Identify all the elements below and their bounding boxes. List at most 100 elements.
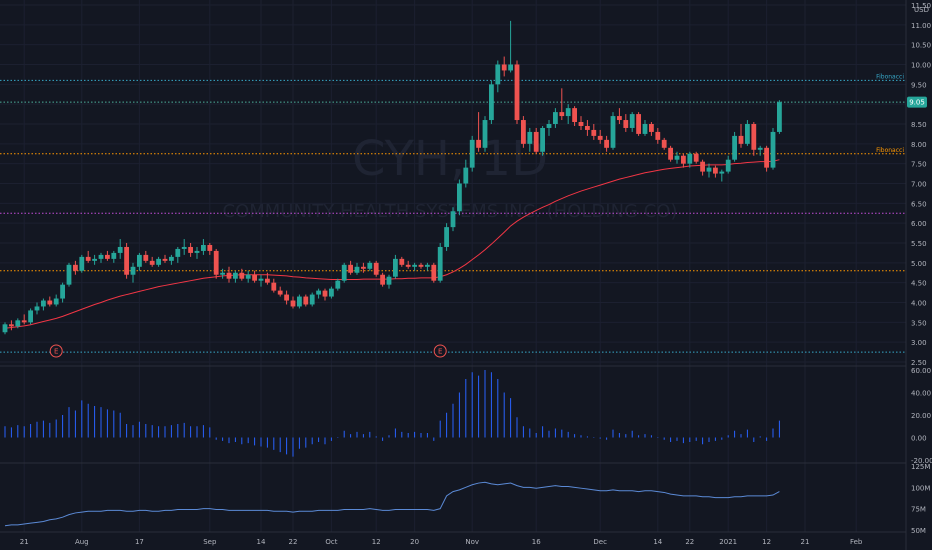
candle[interactable] <box>655 127 661 144</box>
candle[interactable] <box>764 145 769 172</box>
candle[interactable] <box>476 112 481 152</box>
candle[interactable] <box>418 262 424 269</box>
earnings-marker[interactable]: E <box>433 344 447 358</box>
candle[interactable] <box>245 270 251 283</box>
candle[interactable] <box>149 256 155 267</box>
candle[interactable] <box>41 298 46 311</box>
candle[interactable] <box>373 260 379 277</box>
candle[interactable] <box>514 60 520 124</box>
candle[interactable] <box>220 268 225 279</box>
candle[interactable] <box>437 243 443 283</box>
candle[interactable] <box>297 294 302 309</box>
candle[interactable] <box>322 288 328 301</box>
candle[interactable] <box>399 256 405 267</box>
candle[interactable] <box>725 155 731 174</box>
candle[interactable] <box>482 116 488 152</box>
candle[interactable] <box>169 254 174 265</box>
candle[interactable] <box>85 250 91 263</box>
candle[interactable] <box>316 288 321 299</box>
candle[interactable] <box>226 266 232 283</box>
candle[interactable] <box>527 127 533 152</box>
volume-axis[interactable]: 125M 100M 75M 50M <box>911 463 930 535</box>
candle[interactable] <box>719 169 725 182</box>
candle[interactable] <box>156 256 161 267</box>
candle[interactable] <box>693 151 699 164</box>
candle[interactable] <box>757 145 763 156</box>
candle[interactable] <box>98 252 104 263</box>
candle[interactable] <box>309 292 315 307</box>
candle[interactable] <box>21 314 27 325</box>
candle[interactable] <box>233 270 238 283</box>
candle[interactable] <box>303 294 309 307</box>
candle[interactable] <box>713 165 718 178</box>
candle[interactable] <box>143 250 149 263</box>
candle[interactable] <box>367 260 373 271</box>
candle[interactable] <box>578 116 584 130</box>
candle[interactable] <box>15 318 21 329</box>
candle[interactable] <box>617 108 622 124</box>
candle[interactable] <box>521 116 526 148</box>
oscillator-pane[interactable] <box>4 370 780 457</box>
candle[interactable] <box>559 88 565 121</box>
volume-pane[interactable] <box>4 481 780 527</box>
candle[interactable] <box>495 60 501 93</box>
candle[interactable] <box>252 270 257 283</box>
candle[interactable] <box>380 272 385 287</box>
candle[interactable] <box>277 286 283 297</box>
candle[interactable] <box>60 282 65 303</box>
candle[interactable] <box>9 320 14 331</box>
candle[interactable] <box>239 268 245 281</box>
candle[interactable] <box>661 137 667 150</box>
candle[interactable] <box>597 129 603 144</box>
candle[interactable] <box>738 124 744 148</box>
candle[interactable] <box>405 260 411 269</box>
candle[interactable] <box>66 262 72 287</box>
candle[interactable] <box>124 243 129 279</box>
candle[interactable] <box>463 159 469 188</box>
candle[interactable] <box>431 262 437 283</box>
candle[interactable] <box>572 106 577 126</box>
candle[interactable] <box>181 239 187 255</box>
price-axis[interactable]: USD 11.5011.0010.5010.009.509.008.508.00… <box>911 2 931 367</box>
candle[interactable] <box>565 104 571 124</box>
candle[interactable] <box>636 112 641 136</box>
candle[interactable] <box>469 135 475 172</box>
candle[interactable] <box>284 290 289 305</box>
candle[interactable] <box>105 250 110 261</box>
candle[interactable] <box>92 254 97 265</box>
candle[interactable] <box>489 80 494 124</box>
candle[interactable] <box>47 296 53 307</box>
candle[interactable] <box>34 302 40 315</box>
oscillator-axis[interactable]: 60.00 40.00 20.00 0.00 -20.00 <box>911 367 932 465</box>
candle[interactable] <box>290 296 296 309</box>
candle[interactable] <box>28 308 33 325</box>
candle[interactable] <box>591 124 597 140</box>
candle[interactable] <box>258 274 264 287</box>
candle[interactable] <box>201 239 206 255</box>
candle[interactable] <box>53 294 59 307</box>
candle[interactable] <box>540 125 545 156</box>
candle[interactable] <box>194 246 200 259</box>
candle[interactable] <box>444 223 449 251</box>
candle[interactable] <box>553 108 558 128</box>
candle[interactable] <box>508 20 513 73</box>
candle[interactable] <box>700 159 705 176</box>
candle[interactable] <box>137 252 142 271</box>
candle[interactable] <box>348 260 353 275</box>
candle[interactable] <box>777 100 782 134</box>
candle[interactable] <box>130 262 136 283</box>
earnings-marker[interactable]: E <box>49 344 63 358</box>
candle[interactable] <box>354 262 360 275</box>
candle[interactable] <box>604 135 609 152</box>
candle[interactable] <box>329 286 334 299</box>
candle[interactable] <box>585 120 590 136</box>
candle[interactable] <box>642 120 648 136</box>
candle[interactable] <box>745 120 750 146</box>
candle[interactable] <box>393 254 398 279</box>
candle[interactable] <box>271 278 277 293</box>
candle[interactable] <box>610 112 616 150</box>
candle[interactable] <box>687 151 693 168</box>
candle[interactable] <box>188 243 193 257</box>
candle[interactable] <box>457 179 462 216</box>
